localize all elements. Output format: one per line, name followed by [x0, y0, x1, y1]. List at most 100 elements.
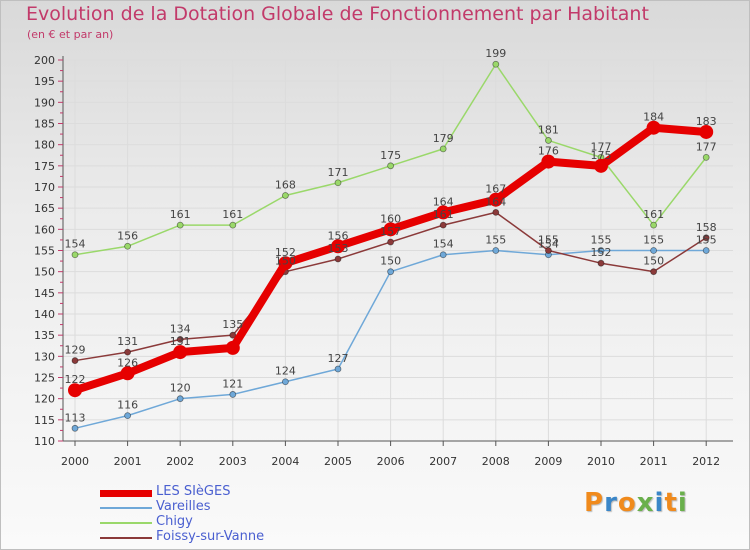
data-label-vareilles: 150	[380, 255, 401, 268]
data-label-foissy-sur-vanne: 152	[591, 246, 612, 259]
data-point-les-si-ges	[488, 192, 503, 207]
data-label-les-si-ges: 175	[591, 149, 612, 162]
y-tick-label: 110	[34, 435, 55, 448]
data-point-vareilles	[702, 247, 710, 254]
data-label-les-si-ges: 164	[433, 195, 454, 208]
data-label-chigy: 168	[275, 178, 296, 191]
data-point-les-si-ges	[436, 205, 451, 220]
data-point-chigy	[439, 145, 447, 153]
data-point-vareilles	[439, 251, 447, 259]
data-label-les-si-ges: 131	[170, 335, 191, 348]
y-tick-label: 165	[34, 202, 55, 215]
x-tick-label: 2002	[166, 455, 194, 468]
data-label-foissy-sur-vanne: 129	[65, 344, 86, 357]
data-label-chigy: 154	[65, 238, 86, 251]
y-tick-label: 140	[34, 308, 55, 321]
data-point-les-si-ges	[225, 340, 240, 355]
series-chigy	[71, 60, 710, 259]
data-point-chigy	[71, 251, 79, 259]
data-point-chigy	[176, 221, 184, 229]
x-tick-label: 2008	[482, 455, 510, 468]
data-label-foissy-sur-vanne: 164	[485, 195, 506, 208]
data-point-chigy	[545, 137, 552, 144]
data-label-vareilles: 124	[275, 365, 296, 378]
data-point-chigy	[387, 162, 395, 170]
y-axis-ticks: 110 115 120 125 130 135 140 145 150 155 160 165 170 1…	[34, 54, 63, 448]
data-label-vareilles: 154	[433, 238, 454, 251]
data-point-les-si-ges	[699, 124, 714, 139]
data-point-chigy	[281, 192, 289, 199]
data-point-vareilles	[650, 247, 657, 254]
series-les-si-ges	[68, 120, 714, 398]
data-label-chigy: 161	[643, 208, 664, 221]
data-point-foissy-sur-vanne	[597, 259, 605, 267]
data-point-chigy	[650, 221, 657, 229]
grid	[63, 59, 733, 441]
data-point-foissy-sur-vanne	[124, 348, 131, 356]
data-point-vareilles	[229, 391, 237, 398]
data-label-chigy: 161	[170, 208, 191, 221]
legend-label-foissy-sur-vanne: Foissy-sur-Vanne	[156, 529, 265, 544]
data-label-chigy: 177	[591, 140, 612, 153]
data-label-chigy: 179	[433, 132, 454, 145]
logo-letter: o	[617, 488, 637, 518]
data-point-les-si-ges	[331, 239, 345, 254]
data-label-vareilles: 127	[328, 352, 349, 365]
x-tick-label: 2000	[61, 455, 89, 468]
x-tick-label: 2009	[534, 455, 562, 468]
data-point-foissy-sur-vanne	[176, 335, 184, 343]
y-tick-label: 160	[34, 223, 55, 236]
data-point-vareilles	[176, 395, 184, 403]
logo-letter: P	[584, 488, 605, 518]
logo-letter: i	[654, 488, 665, 518]
data-point-les-si-ges	[68, 383, 82, 398]
data-point-les-si-ges	[594, 158, 608, 173]
logo-letter: t	[664, 488, 678, 518]
data-point-les-si-ges	[278, 256, 293, 271]
chart-subtitle: (en € et par an)	[27, 28, 114, 41]
data-label-vareilles: 113	[65, 411, 86, 424]
data-label-foissy-sur-vanne: 150	[275, 255, 296, 268]
data-label-vareilles: 155	[591, 234, 612, 247]
y-tick-label: 175	[34, 160, 55, 173]
data-label-les-si-ges: 184	[643, 111, 664, 124]
y-tick-label: 170	[34, 181, 55, 194]
legend-label-vareilles: Vareilles	[156, 499, 211, 514]
data-point-les-si-ges	[383, 222, 398, 237]
data-label-foissy-sur-vanne: 158	[696, 221, 717, 234]
legend-swatch-foissy-sur-vanne	[100, 536, 152, 539]
data-label-vareilles: 155	[485, 234, 506, 247]
axes	[62, 56, 733, 442]
y-tick-label: 130	[34, 350, 55, 363]
x-tick-label: 2011	[640, 455, 668, 468]
data-point-chigy	[124, 242, 131, 250]
data-point-vareilles	[334, 365, 342, 373]
data-point-foissy-sur-vanne	[492, 208, 500, 216]
data-label-vareilles: 154	[538, 238, 559, 251]
data-point-chigy	[492, 60, 500, 68]
legend-swatch-les-sieges	[100, 489, 152, 497]
x-tick-label: 2001	[114, 455, 142, 468]
data-point-foissy-sur-vanne	[229, 331, 237, 339]
data-label-vareilles: 120	[170, 382, 191, 395]
data-label-vareilles: 155	[643, 234, 664, 247]
data-label-les-si-ges: 160	[380, 212, 401, 225]
data-point-vareilles	[492, 247, 500, 254]
x-axis-ticks: 2000 2001 2002 2003 2004 2005 2006 2007 2008 2009…	[61, 441, 720, 468]
data-point-vareilles	[281, 378, 289, 386]
legend-swatch-vareilles	[100, 506, 152, 509]
data-label-foissy-sur-vanne: 134	[170, 322, 191, 335]
chart-title: Evolution de la Dotation Globale de Fonc…	[26, 3, 649, 25]
data-label-chigy: 181	[538, 123, 559, 136]
y-tick-label: 155	[34, 245, 55, 258]
data-point-vareilles	[124, 412, 131, 420]
data-label-chigy: 161	[222, 208, 243, 221]
y-tick-label: 115	[34, 414, 55, 427]
data-point-foissy-sur-vanne	[71, 357, 79, 364]
proxiti-logo: Proxiti	[584, 488, 688, 518]
y-tick-label: 120	[34, 393, 55, 406]
data-point-les-si-ges	[541, 154, 556, 169]
